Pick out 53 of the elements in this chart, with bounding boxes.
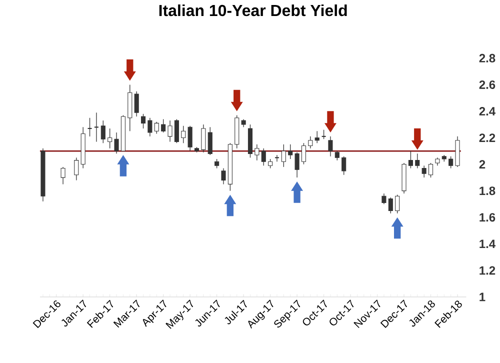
candlestick	[134, 91, 139, 117]
candlestick	[321, 130, 326, 140]
y-tick-label: 1.2	[480, 266, 496, 275]
candlestick	[342, 156, 346, 176]
candlestick	[188, 126, 192, 152]
candlestick	[201, 124, 206, 153]
y-tick-label: 1.4	[480, 240, 496, 248]
candlestick	[168, 120, 172, 142]
chart-title: Italian 10-Year Debt Yield	[159, 4, 347, 16]
candlestick	[314, 130, 320, 144]
candlestick	[161, 118, 166, 133]
candlestick	[74, 157, 79, 181]
candlestick	[208, 126, 212, 156]
candlestick	[334, 150, 340, 161]
y-tick-label: 2.6	[479, 80, 496, 90]
candlestick	[148, 118, 152, 137]
candlestick	[94, 112, 99, 142]
candlestick	[395, 194, 400, 214]
candlestick	[274, 154, 280, 162]
candlestick	[114, 132, 119, 154]
candlestick	[388, 197, 393, 214]
candlestick	[100, 120, 106, 144]
candlestick	[214, 158, 220, 169]
candlestick	[87, 118, 92, 137]
candlestick	[422, 165, 426, 178]
y-tick-label: 1	[480, 292, 486, 302]
candlestick	[328, 136, 333, 157]
candlestick	[154, 122, 159, 134]
candlestick	[261, 148, 266, 166]
candlestick	[301, 142, 306, 165]
candlestick	[294, 152, 300, 178]
candlestick	[174, 118, 179, 144]
y-tick-label: 2.8	[479, 54, 496, 62]
y-tick-label: 2.2	[479, 134, 496, 142]
candlestick	[254, 144, 260, 161]
candlestick	[221, 168, 226, 185]
candlestick	[448, 156, 454, 169]
candlestick	[308, 136, 313, 149]
y-tick-label: 1.6	[480, 213, 496, 222]
y-tick-label: 1.8	[480, 186, 496, 196]
candlestick	[428, 162, 434, 178]
candlestick	[268, 158, 273, 169]
candlestick	[181, 126, 186, 144]
candlestick	[382, 193, 386, 204]
candlestick	[140, 114, 146, 129]
y-tick-label: 2.4	[479, 107, 496, 116]
candlestick	[408, 150, 413, 169]
y-tick-label: 2	[479, 160, 486, 169]
candlestick	[415, 153, 420, 169]
candlestick	[60, 166, 66, 185]
candlestick	[281, 144, 286, 168]
candlestick	[108, 128, 112, 149]
candlestick	[288, 144, 293, 160]
